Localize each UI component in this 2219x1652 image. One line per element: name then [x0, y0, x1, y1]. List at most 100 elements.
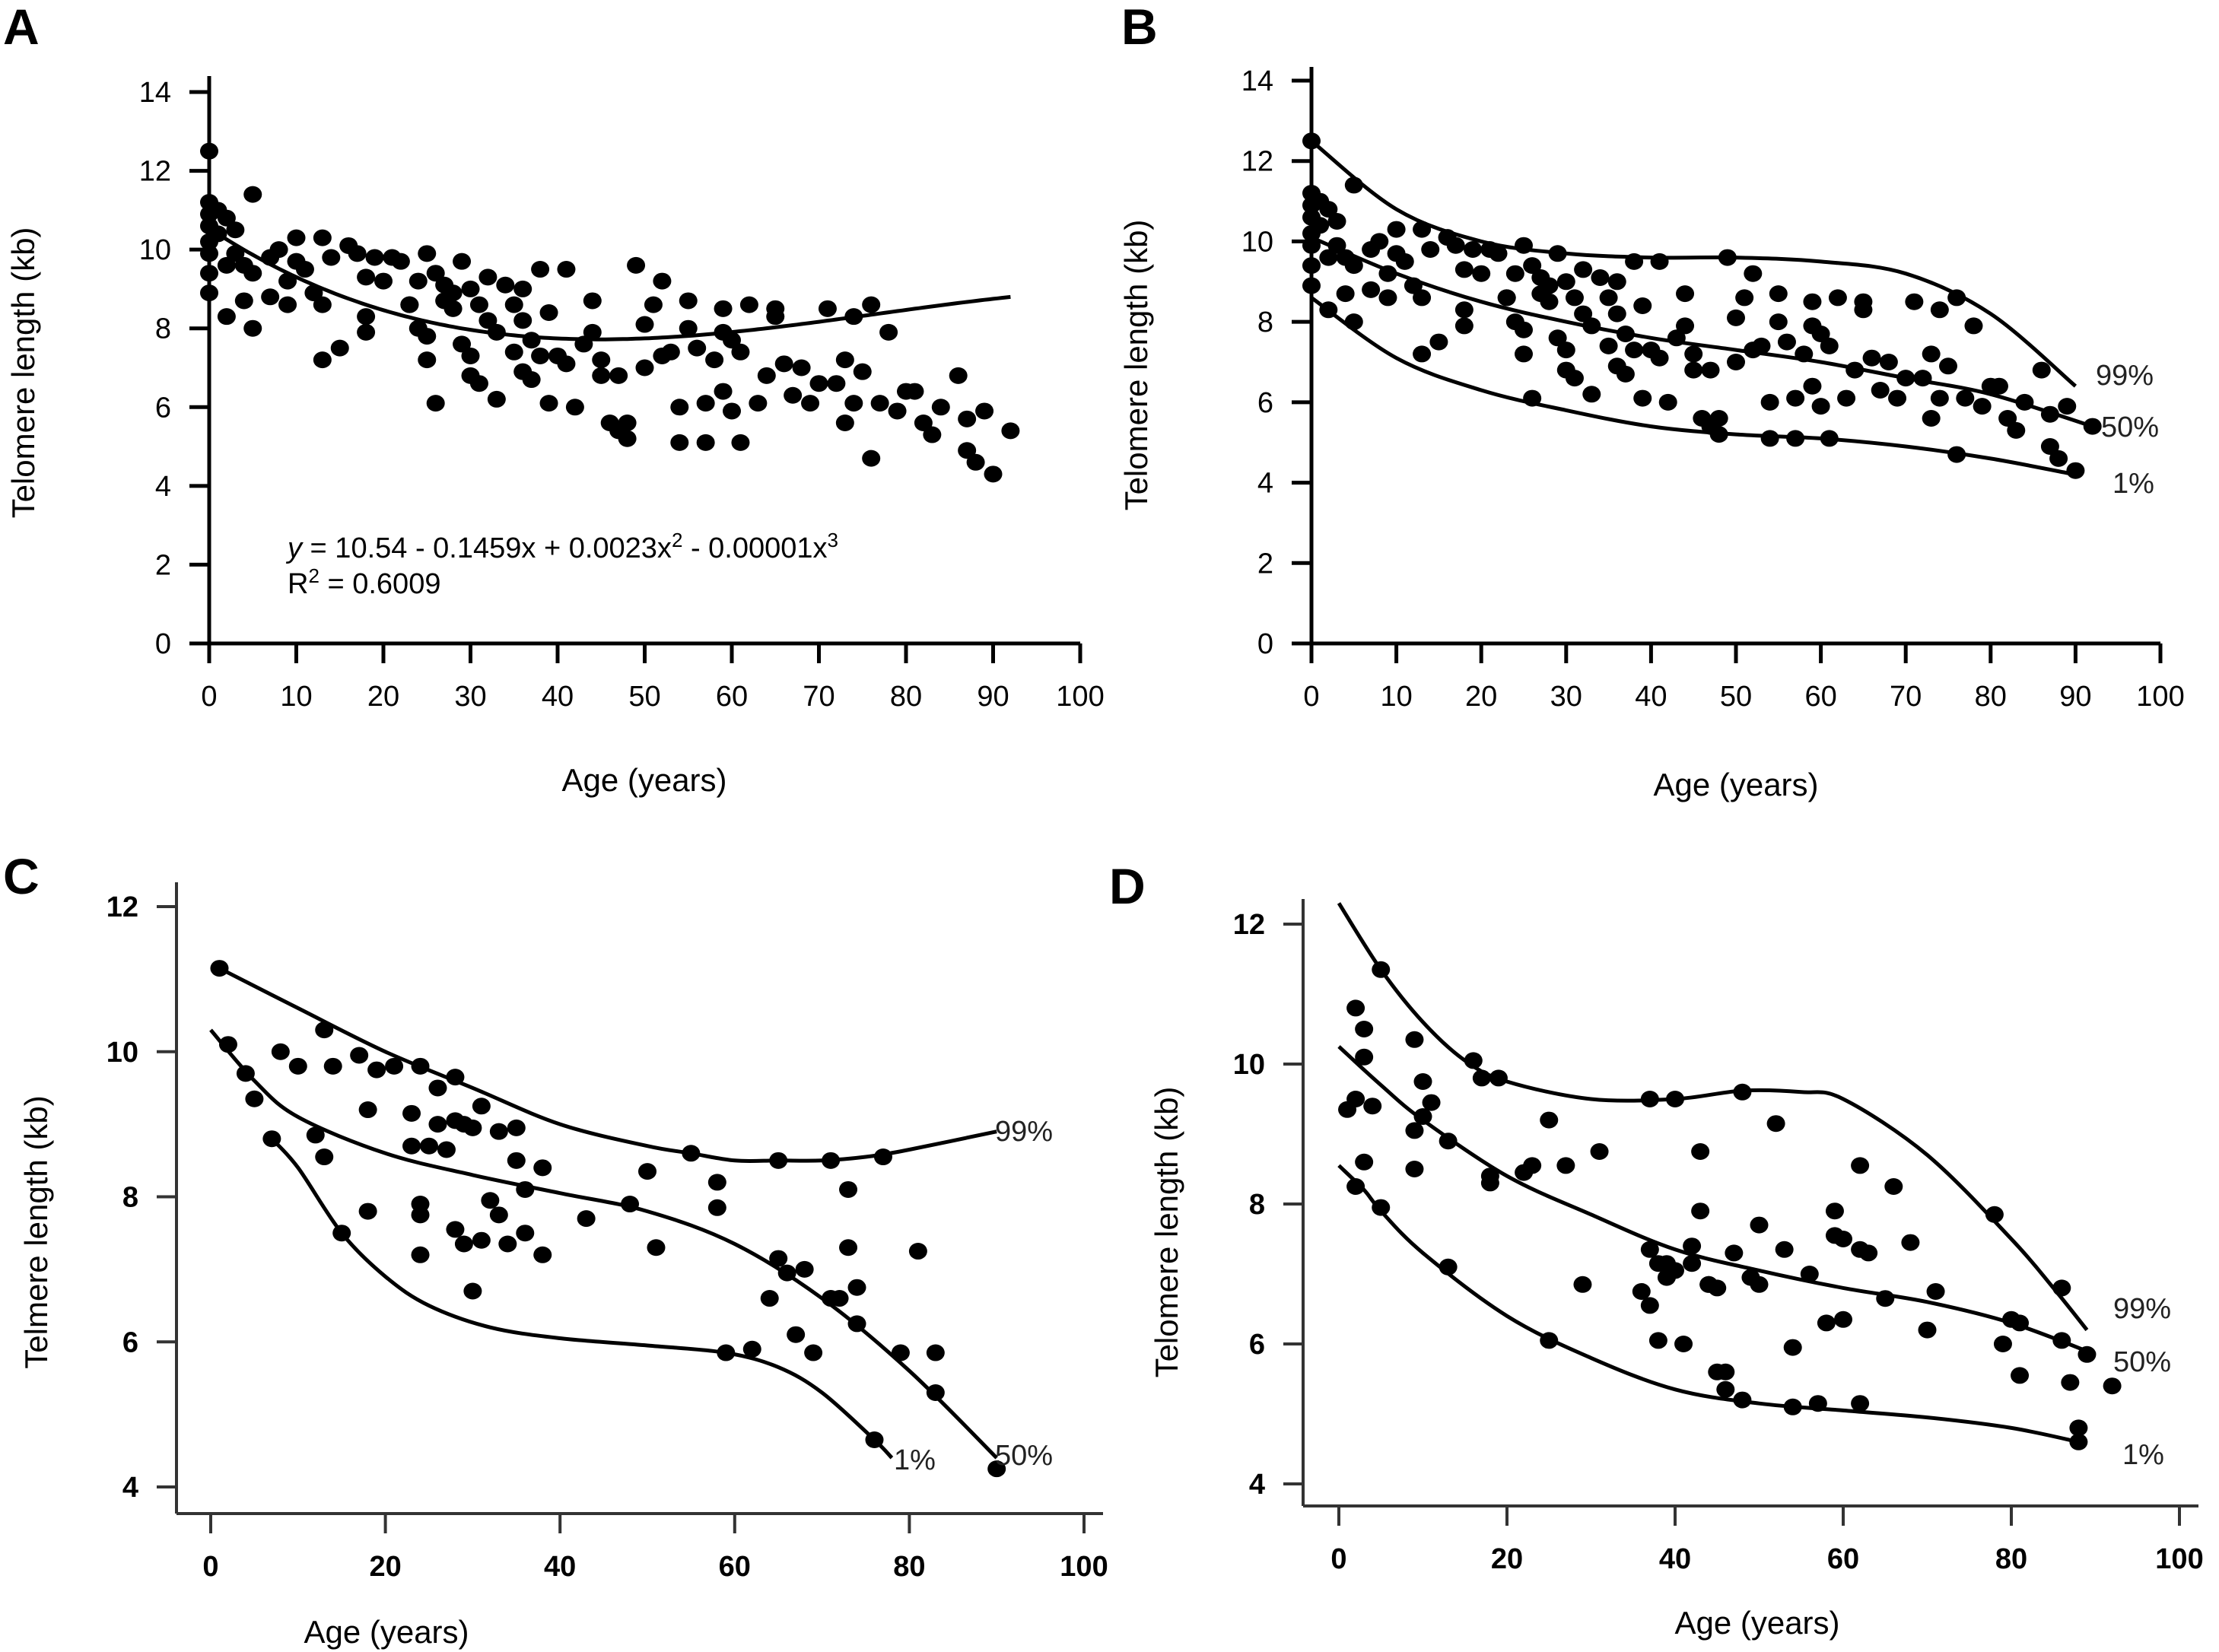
- x-tick-label: 80: [1995, 1543, 2027, 1575]
- data-point: [1828, 289, 1847, 307]
- data-point: [218, 1036, 237, 1053]
- data-point: [1633, 297, 1652, 314]
- x-tick-label: 60: [716, 681, 748, 713]
- data-point: [243, 319, 262, 337]
- data-point: [400, 296, 419, 313]
- y-tick-label: 4: [122, 1472, 138, 1504]
- data-point: [1346, 999, 1365, 1017]
- r2-exp: 2: [308, 564, 319, 587]
- data-point: [1540, 277, 1559, 294]
- data-point: [627, 256, 646, 274]
- data-point: [1674, 1336, 1693, 1352]
- data-point: [1956, 389, 1975, 407]
- data-point: [507, 1119, 526, 1136]
- data-point: [469, 375, 488, 392]
- x-tick-label: 100: [2136, 681, 2184, 713]
- data-point: [1311, 217, 1330, 234]
- data-point: [315, 1148, 334, 1166]
- data-point: [217, 209, 236, 227]
- y-tick-label: 12: [1233, 909, 1265, 941]
- data-point: [1355, 1048, 1374, 1066]
- data-point: [1817, 1314, 1836, 1332]
- panel-d-percentile-50-curve: [1337, 1045, 2097, 1357]
- data-point: [200, 142, 218, 160]
- y-tick-label: 14: [139, 77, 171, 109]
- eq-y: y: [285, 532, 304, 564]
- data-point: [1800, 1266, 1819, 1282]
- y-tick-label: 0: [155, 628, 171, 660]
- data-point: [357, 308, 376, 326]
- data-point: [847, 1279, 866, 1296]
- data-point: [287, 229, 306, 246]
- data-point: [200, 284, 218, 302]
- x-tick-label: 100: [2155, 1543, 2203, 1575]
- data-point: [1556, 1157, 1575, 1174]
- y-tick-label: 12: [106, 891, 138, 923]
- data-point: [1862, 349, 1881, 367]
- data-point: [774, 355, 793, 373]
- data-point: [504, 343, 523, 361]
- data-point: [402, 1104, 421, 1122]
- data-point: [1565, 289, 1584, 307]
- data-point: [539, 304, 558, 321]
- data-point: [958, 410, 977, 427]
- data-point: [234, 292, 253, 310]
- data-point: [661, 343, 680, 361]
- data-point: [862, 296, 881, 313]
- data-point: [1574, 261, 1593, 278]
- data-point: [1429, 333, 1448, 351]
- data-point: [784, 386, 803, 404]
- x-tick-label: 80: [890, 681, 922, 713]
- data-point: [1302, 257, 1321, 275]
- data-point: [1422, 1094, 1441, 1111]
- data-point: [766, 308, 785, 326]
- y-tick-label: 6: [122, 1326, 138, 1358]
- data-point: [226, 221, 245, 239]
- y-tick-label: 4: [1249, 1469, 1265, 1501]
- data-point: [1834, 1310, 1852, 1328]
- data-point: [313, 296, 332, 313]
- data-point: [749, 395, 768, 412]
- data-point: [557, 355, 576, 373]
- data-point: [1888, 389, 1907, 407]
- data-point: [1413, 1108, 1432, 1125]
- data-point: [348, 245, 367, 262]
- data-point: [411, 1196, 430, 1213]
- data-point: [1905, 293, 1924, 310]
- data-point: [358, 1101, 377, 1119]
- data-point: [618, 415, 637, 431]
- x-tick-label: 50: [628, 681, 660, 713]
- panel-letter-c: C: [3, 848, 40, 904]
- y-tick-label: 12: [139, 156, 171, 188]
- fit-equation: y = 10.54 - 0.1459x + 0.0023x2 - 0.00001…: [285, 529, 838, 564]
- panel-b-label-50: 50%: [2101, 411, 2159, 443]
- data-point: [1363, 1098, 1382, 1115]
- x-tick-label: 90: [977, 681, 1009, 713]
- x-tick-label: 40: [1659, 1543, 1691, 1575]
- data-point: [443, 300, 463, 317]
- data-point: [618, 430, 637, 447]
- data-point: [1709, 410, 1728, 427]
- data-point: [1540, 1111, 1559, 1129]
- data-point: [984, 465, 1003, 483]
- y-tick-label: 6: [155, 392, 171, 424]
- data-point: [1683, 1237, 1702, 1255]
- data-point: [839, 1180, 858, 1198]
- data-point: [583, 323, 602, 341]
- panel-a-y-axis-title: Telomere length (kb): [5, 227, 41, 519]
- data-point: [958, 442, 977, 459]
- data-point: [487, 390, 506, 408]
- data-point: [418, 351, 437, 369]
- data-point: [1319, 201, 1338, 218]
- data-point: [1515, 321, 1533, 338]
- x-tick-label: 0: [202, 1551, 218, 1583]
- data-point: [453, 335, 472, 353]
- data-point: [818, 300, 837, 317]
- data-point: [1548, 329, 1567, 347]
- panel-a-fit-curve: [208, 227, 1011, 342]
- data-point: [1691, 1143, 1710, 1160]
- panel-d-chart: 4 6 8 10 12 0 20 40 60 80 100 Age (years) Telomere l…: [1149, 899, 2204, 1641]
- data-point: [489, 1206, 508, 1224]
- x-tick-label: 0: [1303, 681, 1319, 713]
